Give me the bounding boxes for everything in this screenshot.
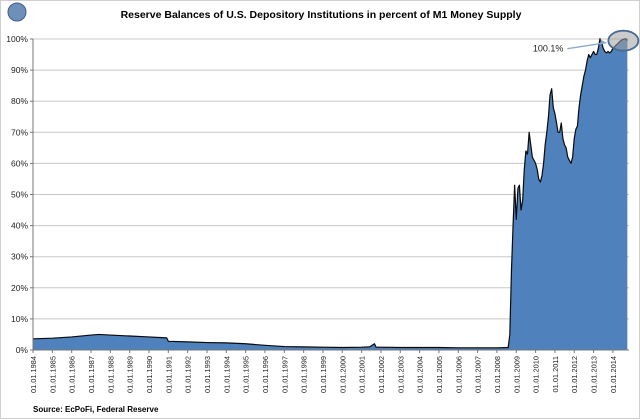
x-tick-label: 01.01.1990 bbox=[145, 356, 154, 393]
x-tick-label: 01.01.2004 bbox=[416, 356, 425, 393]
y-tick-label: 0% bbox=[16, 345, 29, 355]
logo-text: EcPoFi bbox=[28, 8, 59, 18]
x-tick-label: 01.01.1989 bbox=[126, 356, 135, 393]
annotation-label: 100.1% bbox=[533, 44, 564, 54]
x-tick-label: 01.01.1988 bbox=[106, 356, 115, 393]
x-tick-label: 01.01.2013 bbox=[590, 356, 599, 393]
y-tick-label: 10% bbox=[11, 314, 28, 324]
x-tick-label: 01.01.2005 bbox=[435, 356, 444, 393]
plot-area bbox=[32, 38, 628, 350]
annotation-arrow-head bbox=[600, 39, 607, 45]
x-tick-label: 01.01.1987 bbox=[87, 356, 96, 393]
y-tick-label: 70% bbox=[11, 127, 28, 137]
x-tick-label: 01.01.2001 bbox=[358, 356, 367, 393]
source-note: Source: EcPoFi, Federal Reserve bbox=[33, 405, 159, 414]
y-tick-label: 40% bbox=[11, 221, 28, 231]
annotation: 100.1% bbox=[533, 29, 640, 54]
y-tick-label: 60% bbox=[11, 158, 28, 168]
x-tick-label: 01.01.2000 bbox=[338, 356, 347, 393]
x-tick-label: 01.01.1984 bbox=[29, 356, 38, 393]
y-axis-ticks: 0% 10% 20% 30% 40% 50% 60% 70% 80% 90% 100% bbox=[6, 34, 33, 355]
x-tick-label: 01.01.1998 bbox=[300, 356, 309, 393]
series-line bbox=[32, 38, 628, 349]
x-tick-label: 01.01.2006 bbox=[454, 356, 463, 393]
x-tick-label: 01.01.2014 bbox=[609, 356, 618, 393]
x-tick-label: 01.01.2007 bbox=[474, 356, 483, 393]
x-tick-label: 01.01.2002 bbox=[377, 356, 386, 393]
y-tick-label: 20% bbox=[11, 283, 28, 293]
y-tick-label: 50% bbox=[11, 190, 28, 200]
x-axis-ticks: 01.01.1984 01.01.1985 01.01.1986 01.01.1987… bbox=[29, 350, 618, 393]
y-tick-label: 30% bbox=[11, 252, 28, 262]
x-tick-label: 01.01.2011 bbox=[551, 356, 560, 392]
gridlines bbox=[33, 38, 629, 351]
x-tick-label: 01.01.1994 bbox=[222, 356, 231, 393]
x-tick-label: 01.01.1995 bbox=[242, 356, 251, 393]
x-tick-label: 01.01.2009 bbox=[512, 356, 521, 393]
x-tick-label: 01.01.1992 bbox=[184, 356, 193, 393]
x-tick-label: 01.01.2003 bbox=[396, 356, 405, 393]
y-tick-label: 80% bbox=[11, 96, 28, 106]
y-tick-label: 90% bbox=[11, 65, 28, 75]
x-tick-label: 01.01.1985 bbox=[48, 356, 57, 393]
x-tick-label: 01.01.1991 bbox=[164, 356, 173, 393]
y-tick-label: 100% bbox=[6, 34, 28, 44]
x-tick-label: 01.01.2010 bbox=[532, 356, 541, 393]
x-tick-label: 01.01.1993 bbox=[203, 356, 212, 393]
x-tick-label: 01.01.1986 bbox=[68, 356, 77, 393]
x-tick-label: 01.01.1996 bbox=[261, 356, 270, 393]
chart-title: Reserve Balances of U.S. Depository Inst… bbox=[121, 9, 522, 21]
annotation-ellipse bbox=[607, 29, 640, 52]
annotation-arrow-line bbox=[567, 41, 607, 50]
x-tick-label: 01.01.1999 bbox=[319, 356, 328, 393]
series-area bbox=[33, 38, 628, 350]
ecpofi-logo: EcPoFi bbox=[7, 2, 59, 22]
x-tick-label: 01.01.1997 bbox=[280, 356, 289, 393]
x-tick-label: 01.01.2008 bbox=[493, 356, 502, 393]
x-tick-label: 01.01.2012 bbox=[570, 356, 579, 393]
